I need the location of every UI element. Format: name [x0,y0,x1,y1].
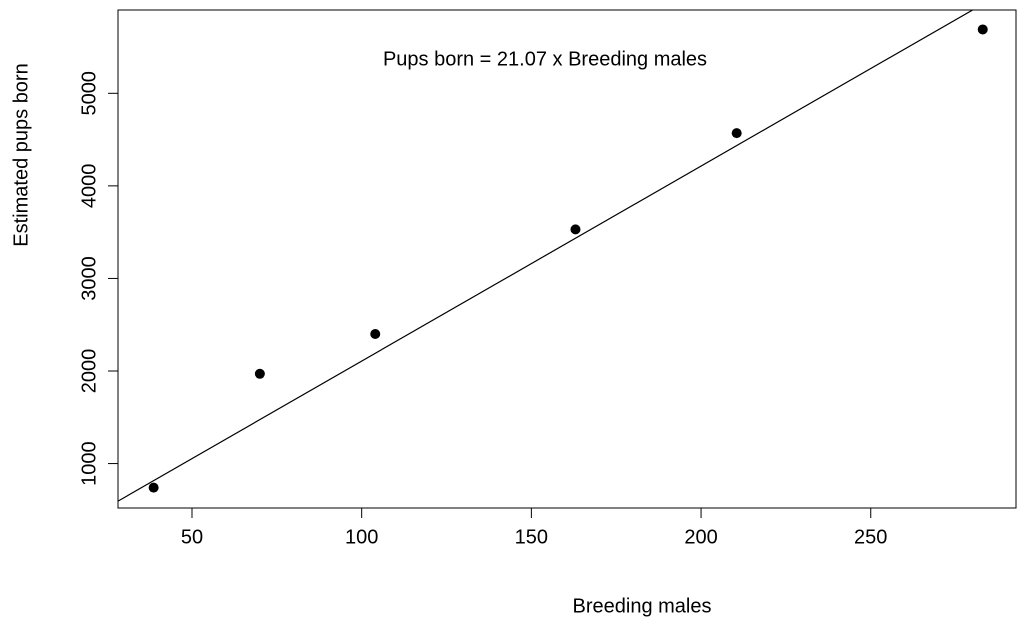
point [370,328,381,339]
y-tick-label: 5000 [78,71,100,116]
annotation: Pups born = 21.07 x Breeding males [383,48,707,70]
point [977,24,988,35]
y-tick-label: 3000 [78,256,100,301]
point [570,224,581,235]
point [731,128,742,139]
point [254,368,265,379]
x-tick-label: 50 [181,526,203,548]
x-axis-label: Breeding males [573,595,712,617]
plot-area [118,10,974,502]
regression-line [118,10,974,502]
y-tick-label: 1000 [78,441,100,486]
x-tick-label: 100 [345,526,378,548]
plot-frame [117,9,1017,509]
y-tick-label: 4000 [78,164,100,209]
y-axis-label: Estimated pups born [10,63,32,246]
x-tick-label: 150 [515,526,548,548]
x-tick-label: 250 [854,526,887,548]
point [148,482,159,493]
x-tick-label: 200 [684,526,717,548]
y-tick-label: 2000 [78,349,100,394]
